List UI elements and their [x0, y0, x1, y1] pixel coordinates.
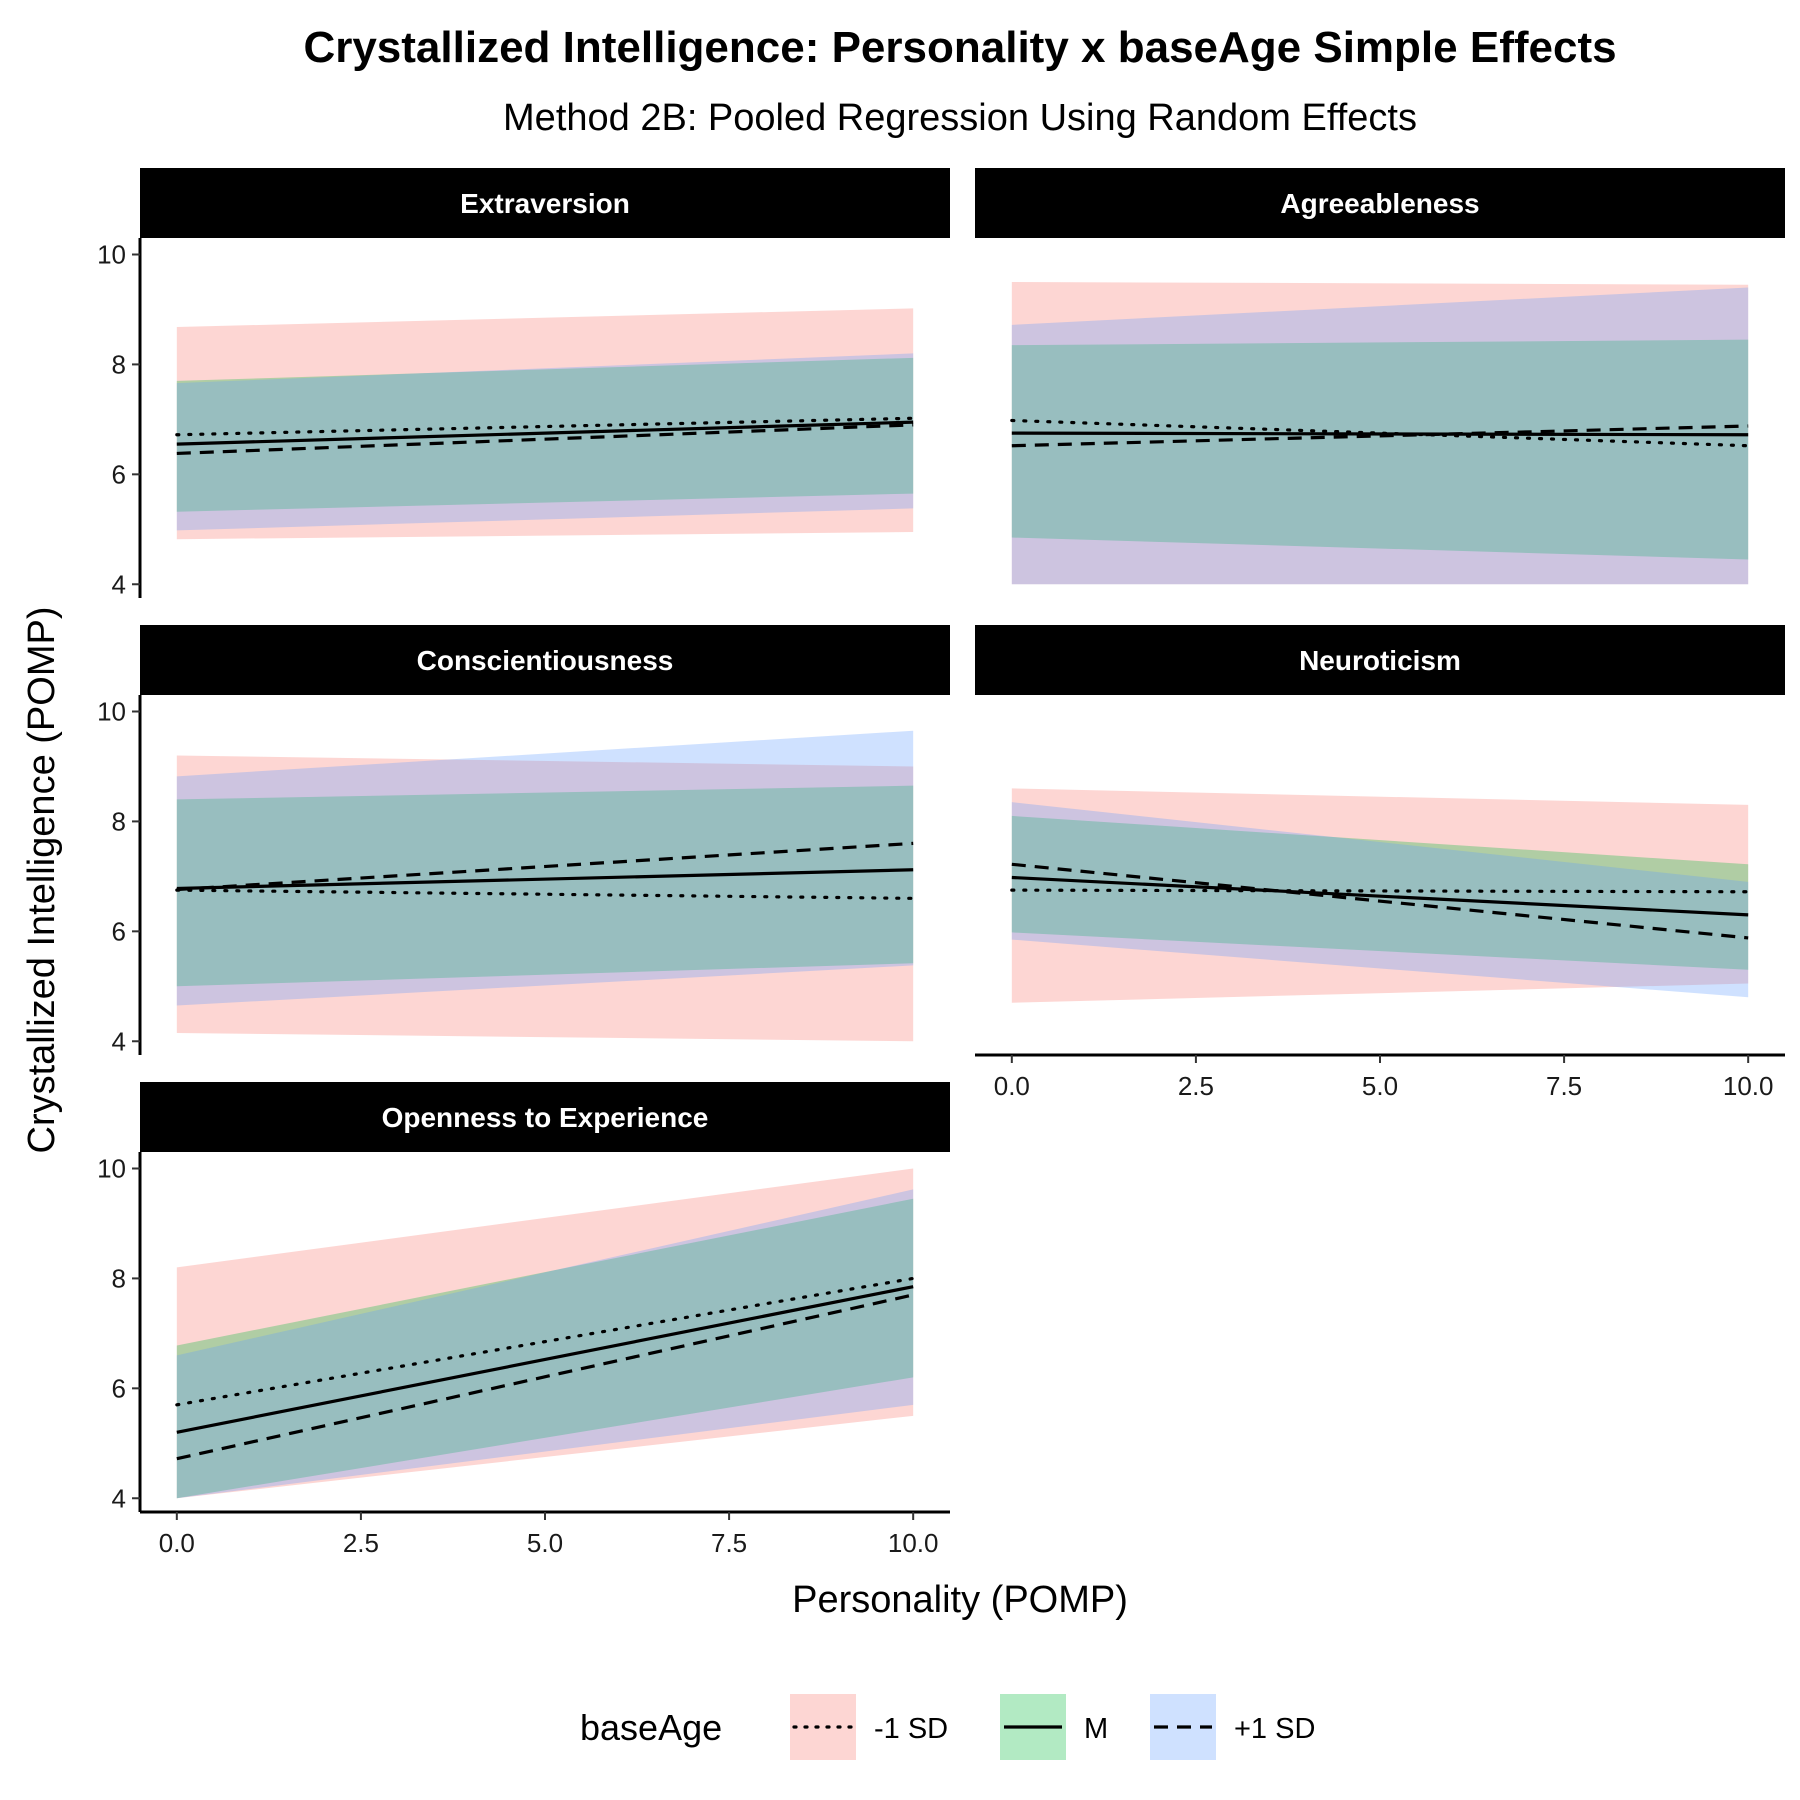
strip-neuroticism: [975, 625, 1785, 695]
line-mean: [176, 420, 914, 446]
x-tick-label: 0.0: [994, 1071, 1030, 1101]
y-tick-label: 6: [112, 459, 126, 489]
y-tick-label: 10: [97, 1153, 126, 1183]
ribbon-1-sd: [176, 755, 914, 1042]
y-tick-label: 6: [112, 1373, 126, 1403]
legend-key-fill: [790, 1694, 856, 1760]
line-1-sd: [176, 841, 914, 892]
ribbon-1-sd: [176, 730, 914, 1006]
x-tick-label: 10.0: [888, 1528, 939, 1558]
y-tick-label: 10: [97, 696, 126, 726]
line-1-sd: [1010, 888, 1750, 894]
panel-conscientiousness: Conscientiousness 4 6 8 10: [97, 625, 950, 1056]
chart-title: Crystallized Intelligence: Personality x…: [303, 23, 1616, 72]
ribbon-1-sd: [176, 353, 914, 531]
ribbon-mean: [176, 785, 914, 987]
panel-neuroticism: Neuroticism 0.0 2.5 5.0 7.5 10.0: [975, 625, 1785, 1101]
x-tick-label: 7.5: [711, 1528, 747, 1558]
ribbon-mean: [176, 1198, 914, 1499]
panel-agreeableness: Agreeableness: [975, 168, 1785, 585]
line-1-sd: [175, 888, 915, 900]
ribbon-mean: [1011, 339, 1749, 560]
line-1-sd: [1011, 862, 1749, 940]
ribbon-mean: [1011, 815, 1749, 970]
x-tick-label: 7.5: [1546, 1071, 1582, 1101]
line-mean: [176, 868, 914, 891]
x-axis-title: Personality (POMP): [792, 1579, 1128, 1621]
strip-conscientiousness: [140, 625, 950, 695]
strip-label: Extraversion: [460, 188, 630, 219]
strip-label: Openness to Experience: [382, 1102, 709, 1133]
ribbon-1-sd: [176, 308, 914, 540]
legend-item-mean: M: [1000, 1694, 1108, 1760]
x-tick-label: 2.5: [1178, 1071, 1214, 1101]
line-1-sd: [176, 423, 914, 456]
line-mean: [1011, 431, 1749, 437]
line-1-sd: [175, 1276, 915, 1407]
chart-subtitle: Method 2B: Pooled Regression Using Rando…: [503, 97, 1417, 139]
legend-label: +1 SD: [1234, 1713, 1315, 1745]
strip-label: Neuroticism: [1299, 645, 1461, 676]
panel-openness-to-experience: Openness to Experience 4 6 8 10 0.0 2.5 5.0 7.5 1…: [97, 1082, 950, 1558]
y-tick-label: 8: [112, 1263, 126, 1293]
line-mean: [1011, 875, 1749, 917]
x-tick-label: 5.0: [527, 1528, 563, 1558]
legend-item-1-sd: +1 SD: [1150, 1694, 1315, 1760]
y-tick-label: 4: [112, 569, 126, 599]
y-tick-label: 4: [112, 1026, 126, 1056]
strip-extraversion: [140, 168, 950, 238]
y-tick-label: 8: [112, 349, 126, 379]
ribbon-mean: [176, 357, 914, 512]
line-1-sd: [1011, 424, 1749, 448]
x-tick-label: 0.0: [159, 1528, 195, 1558]
facet-panels: Extraversion 4 6 8 10 Agreeableness Conscienti…: [97, 168, 1785, 1558]
x-tick-label: 2.5: [343, 1528, 379, 1558]
y-axis-title: Crystallized Intelligence (POMP): [21, 607, 63, 1154]
strip-openness-to-experience: [140, 1082, 950, 1152]
legend-label: -1 SD: [874, 1713, 948, 1745]
legend-item-1-sd: -1 SD: [790, 1694, 948, 1760]
x-tick-label: 5.0: [1362, 1071, 1398, 1101]
strip-label: Conscientiousness: [417, 645, 674, 676]
line-1-sd: [1010, 418, 1750, 448]
line-1-sd: [175, 416, 915, 437]
strip-agreeableness: [975, 168, 1785, 238]
y-tick-label: 6: [112, 916, 126, 946]
line-mean: [176, 1285, 914, 1434]
panel-extraversion: Extraversion 4 6 8 10: [97, 168, 950, 599]
y-tick-label: 4: [112, 1483, 126, 1513]
legend-label: M: [1084, 1713, 1108, 1745]
y-tick-label: 10: [97, 239, 126, 269]
ribbon-1-sd: [176, 1189, 914, 1499]
strip-label: Agreeableness: [1280, 188, 1479, 219]
ribbon-1-sd: [176, 1168, 914, 1499]
y-tick-label: 8: [112, 806, 126, 836]
line-1-sd: [176, 1293, 914, 1461]
legend: baseAge -1 SD M +1 SD: [580, 1694, 1315, 1760]
x-tick-label: 10.0: [1723, 1071, 1774, 1101]
legend-title: baseAge: [580, 1707, 722, 1748]
